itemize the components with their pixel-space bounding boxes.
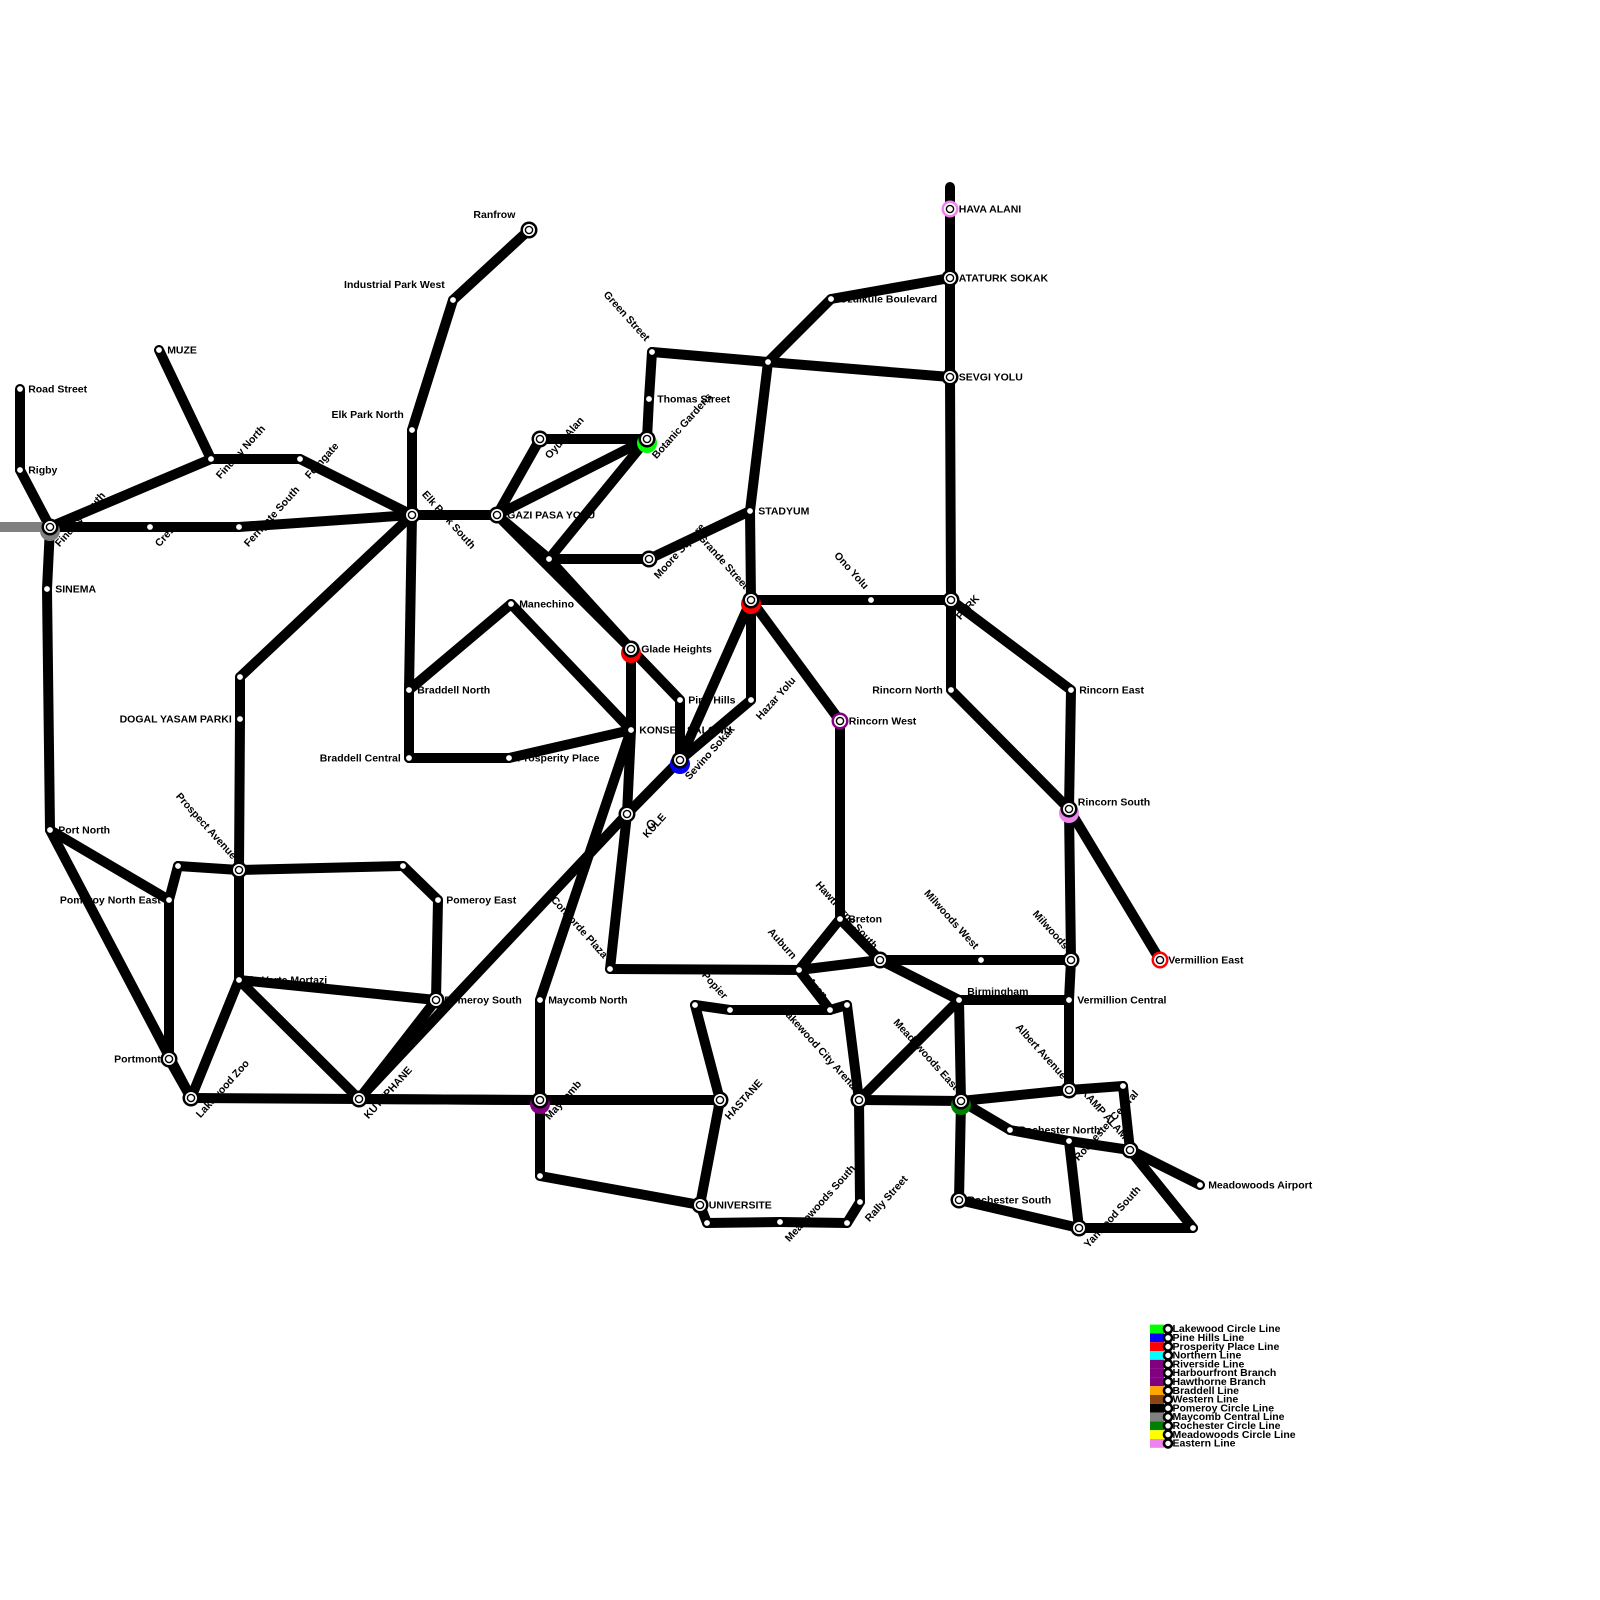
svg-text:Braddell North: Braddell North bbox=[417, 684, 490, 696]
svg-text:Industrial Park West: Industrial Park West bbox=[344, 279, 445, 291]
svg-text:Rincorn West: Rincorn West bbox=[849, 715, 917, 727]
svg-text:STADYUM: STADYUM bbox=[758, 505, 809, 517]
svg-text:Rincorn South: Rincorn South bbox=[1078, 797, 1150, 809]
svg-text:SINEMA: SINEMA bbox=[55, 583, 96, 595]
svg-text:HAVA ALANI: HAVA ALANI bbox=[959, 203, 1021, 215]
svg-text:Glade Heights: Glade Heights bbox=[641, 643, 712, 655]
svg-text:Vermillion East: Vermillion East bbox=[1168, 954, 1244, 966]
svg-text:Rincorn North: Rincorn North bbox=[872, 684, 943, 696]
svg-text:Ile Verte Mortazi: Ile Verte Mortazi bbox=[247, 974, 327, 986]
svg-text:Vermillion Central: Vermillion Central bbox=[1077, 994, 1166, 1006]
svg-text:Elk Park North: Elk Park North bbox=[331, 409, 403, 421]
svg-text:Rincorn East: Rincorn East bbox=[1079, 684, 1144, 696]
svg-text:Port North: Port North bbox=[58, 824, 110, 836]
svg-text:Braddell Central: Braddell Central bbox=[320, 752, 401, 764]
svg-text:UNIVERSITE: UNIVERSITE bbox=[709, 1199, 772, 1211]
svg-text:Rigby: Rigby bbox=[28, 464, 57, 476]
svg-text:Rochester South: Rochester South bbox=[967, 1194, 1051, 1206]
svg-text:Pomeroy North East: Pomeroy North East bbox=[60, 894, 161, 906]
svg-text:DOGAL YASAM PARKI: DOGAL YASAM PARKI bbox=[120, 713, 232, 725]
svg-text:Eastern Line: Eastern Line bbox=[1173, 1438, 1236, 1450]
svg-text:SEVGI YOLU: SEVGI YOLU bbox=[959, 371, 1023, 383]
svg-text:Ranfrow: Ranfrow bbox=[473, 209, 516, 221]
svg-text:Prosperity Place: Prosperity Place bbox=[517, 752, 599, 764]
svg-text:ATATURK SOKAK: ATATURK SOKAK bbox=[959, 272, 1049, 284]
svg-text:GAZI PASA YOLU: GAZI PASA YOLU bbox=[507, 509, 595, 521]
svg-text:Manechino: Manechino bbox=[519, 598, 574, 610]
svg-text:Portmont: Portmont bbox=[114, 1053, 161, 1065]
svg-text:Maycomb North: Maycomb North bbox=[548, 994, 627, 1006]
svg-text:Rochester North: Rochester North bbox=[1018, 1124, 1100, 1136]
svg-text:Pine Hills: Pine Hills bbox=[688, 694, 735, 706]
svg-text:Pomeroy South: Pomeroy South bbox=[444, 994, 522, 1006]
svg-text:Ozulkule Boulevard: Ozulkule Boulevard bbox=[839, 293, 937, 305]
svg-text:MUZE: MUZE bbox=[167, 344, 197, 356]
svg-text:Pomeroy East: Pomeroy East bbox=[446, 894, 517, 906]
svg-text:Birmingham: Birmingham bbox=[967, 986, 1028, 998]
svg-text:Meadowoods Airport: Meadowoods Airport bbox=[1208, 1179, 1313, 1191]
svg-text:Road Street: Road Street bbox=[28, 383, 87, 395]
